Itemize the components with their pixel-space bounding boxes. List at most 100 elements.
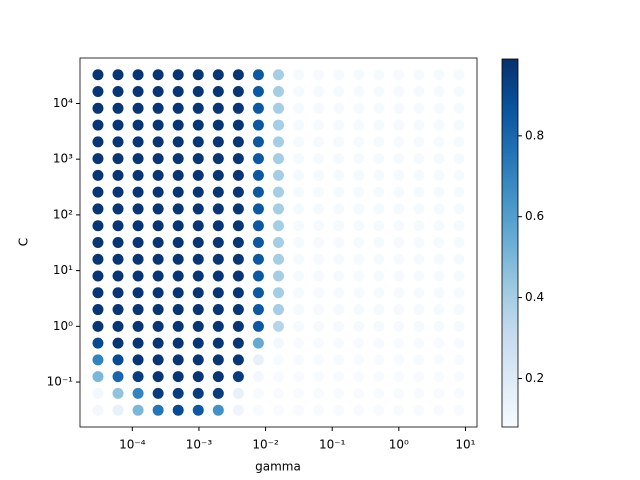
point	[152, 169, 164, 181]
point	[92, 220, 104, 232]
point	[152, 320, 164, 332]
point	[413, 253, 425, 265]
point	[212, 86, 224, 98]
point	[313, 203, 325, 215]
point	[252, 236, 264, 248]
point	[252, 404, 264, 416]
point	[232, 136, 244, 148]
x-tick-label: 10⁻¹	[319, 438, 346, 452]
point	[212, 337, 224, 349]
point	[353, 287, 365, 299]
point	[172, 203, 184, 215]
point	[393, 69, 405, 81]
point	[313, 253, 325, 265]
colorbar	[501, 58, 519, 428]
point	[353, 371, 365, 383]
point	[132, 186, 144, 198]
point	[212, 253, 224, 265]
point	[453, 337, 465, 349]
point	[313, 102, 325, 114]
point	[333, 102, 345, 114]
point	[313, 387, 325, 399]
point	[333, 387, 345, 399]
point	[212, 169, 224, 181]
point	[172, 136, 184, 148]
point	[152, 69, 164, 81]
point	[112, 304, 124, 316]
point	[92, 236, 104, 248]
point	[132, 153, 144, 165]
point	[353, 119, 365, 131]
point	[433, 136, 445, 148]
point	[373, 86, 385, 98]
point	[112, 203, 124, 215]
point	[272, 186, 284, 198]
point	[333, 86, 345, 98]
point	[313, 86, 325, 98]
point	[192, 236, 204, 248]
point	[212, 136, 224, 148]
point	[393, 169, 405, 181]
point	[272, 337, 284, 349]
point	[152, 337, 164, 349]
point	[252, 186, 264, 198]
point	[252, 320, 264, 332]
point	[272, 136, 284, 148]
point	[92, 270, 104, 282]
point	[232, 153, 244, 165]
point	[313, 354, 325, 366]
point	[252, 102, 264, 114]
point	[293, 236, 305, 248]
point	[433, 220, 445, 232]
point	[353, 86, 365, 98]
point	[272, 270, 284, 282]
point	[272, 387, 284, 399]
point	[353, 404, 365, 416]
point	[373, 203, 385, 215]
point	[293, 320, 305, 332]
point	[92, 169, 104, 181]
point	[252, 371, 264, 383]
point	[353, 304, 365, 316]
point	[192, 354, 204, 366]
point	[433, 69, 445, 81]
point	[313, 153, 325, 165]
point	[373, 287, 385, 299]
point	[212, 102, 224, 114]
point	[192, 119, 204, 131]
point	[353, 337, 365, 349]
point	[433, 186, 445, 198]
point	[232, 320, 244, 332]
point	[192, 153, 204, 165]
point	[132, 86, 144, 98]
point	[272, 102, 284, 114]
point	[453, 387, 465, 399]
point	[413, 371, 425, 383]
point	[313, 220, 325, 232]
point	[393, 404, 405, 416]
point	[152, 236, 164, 248]
point	[333, 404, 345, 416]
point	[453, 236, 465, 248]
point	[172, 404, 184, 416]
colorbar-tick-label: 0.4	[525, 290, 544, 304]
point	[333, 119, 345, 131]
point	[353, 102, 365, 114]
point	[172, 270, 184, 282]
point	[313, 320, 325, 332]
x-tick-label: 10⁻⁴	[119, 438, 146, 452]
point	[293, 354, 305, 366]
point	[152, 136, 164, 148]
point	[413, 236, 425, 248]
point	[413, 220, 425, 232]
point	[453, 136, 465, 148]
point	[92, 337, 104, 349]
point	[232, 270, 244, 282]
point	[293, 270, 305, 282]
point	[453, 270, 465, 282]
point	[353, 270, 365, 282]
point	[272, 236, 284, 248]
point	[373, 236, 385, 248]
point	[453, 69, 465, 81]
point	[112, 136, 124, 148]
